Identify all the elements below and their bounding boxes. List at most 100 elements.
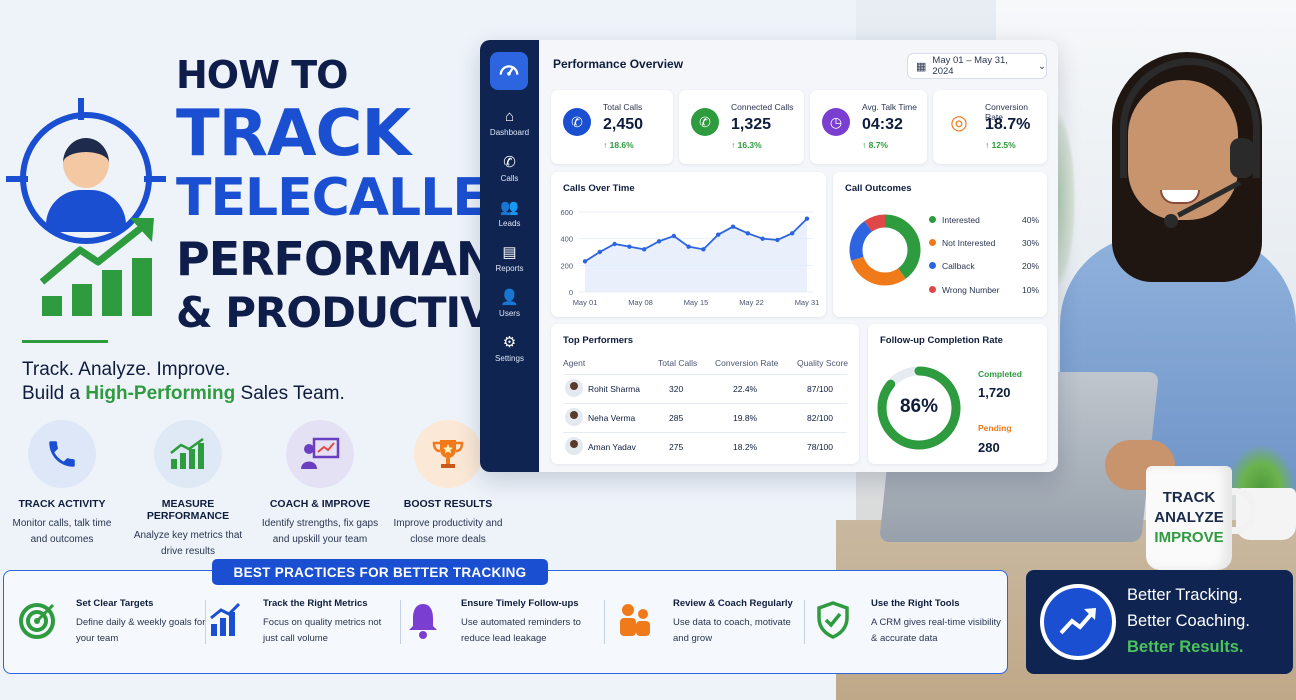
trophy-icon bbox=[414, 420, 482, 488]
date-range-value: May 01 – May 31, 2024 bbox=[932, 55, 1008, 77]
sidebar-item-settings[interactable]: ⚙ Settings bbox=[480, 333, 539, 363]
practice-title: Track the Right Metrics bbox=[263, 598, 368, 609]
data-point bbox=[790, 231, 795, 236]
sidebar-item-dashboard[interactable]: ⌂ Dashboard bbox=[480, 108, 539, 137]
top-performers-card: Top Performers Agent Total Calls Convers… bbox=[551, 324, 859, 464]
phone-icon: ✆ bbox=[563, 108, 591, 136]
trend-up-icon bbox=[1040, 584, 1116, 660]
line-area bbox=[585, 218, 807, 292]
feature-desc: Analyze key metrics that drive results bbox=[133, 530, 243, 557]
feature-boost-results: BOOST RESULTS Improve productivity and cl… bbox=[386, 420, 510, 548]
data-point bbox=[686, 244, 691, 249]
user-icon: 👤 bbox=[500, 289, 519, 306]
better-line-1: Better Tracking. bbox=[1127, 586, 1243, 604]
followup-percent: 86% bbox=[899, 396, 939, 417]
shield-check-icon bbox=[813, 600, 853, 640]
feature-measure-performance: MEASURE PERFORMANCE Analyze key metrics … bbox=[126, 420, 250, 560]
practice-desc: Define daily & weekly goals for your tea… bbox=[76, 617, 206, 644]
sidebar-item-calls[interactable]: ✆ Calls bbox=[480, 153, 539, 183]
donut-slice-callback bbox=[849, 214, 921, 286]
data-point bbox=[716, 232, 721, 237]
dashboard-main: Performance Overview ▦ May 01 – May 31, … bbox=[539, 40, 1058, 472]
home-icon: ⌂ bbox=[504, 108, 515, 125]
divider bbox=[604, 600, 605, 644]
best-practices-panel bbox=[3, 570, 1008, 674]
data-point bbox=[627, 244, 632, 249]
table-row[interactable]: Rohit Sharma 320 22.4% 87/100 bbox=[563, 374, 847, 403]
kpi-delta: ↑ 12.5% bbox=[985, 140, 1016, 150]
phone-icon bbox=[28, 420, 96, 488]
x-tick-label: May 01 bbox=[573, 298, 598, 307]
kpi-label: Connected Calls bbox=[731, 102, 794, 112]
legend-callback: Callback 20% bbox=[929, 261, 1039, 271]
target-icon bbox=[18, 600, 58, 640]
legend-wrong-number: Wrong Number 10% bbox=[929, 285, 1039, 295]
dashboard-title: Performance Overview bbox=[553, 57, 684, 71]
phone-icon: ✆ bbox=[503, 154, 516, 171]
avatar bbox=[565, 408, 583, 426]
chevron-down-icon: ⌄ bbox=[1038, 60, 1046, 72]
kpi-value: 04:32 bbox=[862, 116, 903, 133]
tagline: Track. Analyze. Improve. Build a High-Pe… bbox=[22, 358, 345, 406]
sidebar-item-reports[interactable]: ▤ Reports bbox=[480, 243, 539, 273]
kpi-connected-calls[interactable]: ✆ Connected Calls 1,325 ↑ 16.3% bbox=[679, 90, 804, 164]
x-tick-label: May 08 bbox=[628, 298, 653, 307]
divider bbox=[804, 600, 805, 644]
sidebar-item-leads[interactable]: 👥 Leads bbox=[480, 198, 539, 228]
better-results-box: Better Tracking. Better Coaching. Better… bbox=[1026, 570, 1293, 674]
sidebar-item-users[interactable]: 👤 Users bbox=[480, 288, 539, 318]
headset-earcup bbox=[1230, 138, 1254, 178]
best-practices-heading: BEST PRACTICES FOR BETTER TRACKING bbox=[212, 559, 548, 585]
dashboard-sidebar: ⌂ Dashboard ✆ Calls 👥 Leads ▤ Reports 👤 Users… bbox=[480, 40, 539, 472]
date-range-picker[interactable]: ▦ May 01 – May 31, 2024 ⌄ bbox=[907, 53, 1047, 79]
headset-icon bbox=[1120, 58, 1260, 178]
hero-illustration bbox=[6, 98, 166, 318]
divider bbox=[205, 600, 206, 644]
kpi-total-calls[interactable]: ✆ Total Calls 2,450 ↑ 18.6% bbox=[551, 90, 673, 164]
data-point bbox=[671, 233, 676, 239]
practice-title: Ensure Timely Follow-ups bbox=[461, 598, 579, 609]
col-conversion-rate: Conversion Rate bbox=[715, 358, 779, 368]
avatar bbox=[565, 379, 583, 397]
kpi-label: Total Calls bbox=[603, 102, 643, 112]
y-tick-label: 200 bbox=[560, 261, 573, 270]
practice-desc: Use automated reminders to reduce lead l… bbox=[461, 617, 581, 644]
feature-title: MEASURE PERFORMANCE bbox=[146, 498, 230, 522]
donut-slice-not-interested bbox=[849, 214, 921, 286]
headset-mic-tip bbox=[1164, 214, 1178, 228]
speedometer-icon[interactable] bbox=[490, 52, 528, 90]
col-quality-score: Quality Score bbox=[797, 358, 849, 368]
table-row[interactable]: Aman Yadav 275 18.2% 78/100 bbox=[563, 432, 847, 461]
feature-title: BOOST RESULTS bbox=[403, 498, 493, 510]
gear-icon: ⚙ bbox=[502, 334, 517, 351]
calendar-icon: ▦ bbox=[916, 60, 927, 73]
kpi-delta: ↑ 18.6% bbox=[603, 140, 634, 150]
mug-handle bbox=[1226, 488, 1256, 534]
phone-connected-icon: ✆ bbox=[691, 108, 719, 136]
users-icon: 👥 bbox=[500, 199, 519, 216]
chart-title: Follow-up Completion Rate bbox=[880, 335, 1003, 346]
kpi-label: Avg. Talk Time bbox=[862, 102, 917, 112]
calls-line-chart: 0 200 400 600 May 01 May 08 May 15 May 22 May 31 bbox=[560, 208, 819, 307]
tagline-post: Sales Team. bbox=[235, 383, 345, 404]
y-tick-label: 400 bbox=[560, 235, 573, 244]
kpi-conversion-rate[interactable]: ◎ Conversion Rate 18.7% ↑ 12.5% bbox=[933, 90, 1047, 164]
ring-completed bbox=[877, 366, 961, 450]
legend-interested: Interested 40% bbox=[929, 215, 1039, 225]
practice-title: Use the Right Tools bbox=[871, 598, 960, 609]
pending-value: 280 bbox=[978, 440, 1000, 455]
team-icon bbox=[615, 600, 655, 640]
calls-over-time-card: Calls Over Time 0 200 400 600 May 01 May 08 Ma… bbox=[551, 172, 826, 317]
clock-icon: ◷ bbox=[822, 108, 850, 136]
data-point bbox=[642, 247, 647, 252]
followup-card: Follow-up Completion Rate 86% Completed … bbox=[868, 324, 1047, 464]
agent-body-icon bbox=[46, 190, 126, 232]
table-row[interactable]: Neha Verma 285 19.8% 82/100 bbox=[563, 403, 847, 432]
col-total-calls: Total Calls bbox=[658, 358, 698, 368]
title-underline bbox=[22, 340, 108, 343]
practice-title: Set Clear Targets bbox=[76, 598, 154, 609]
growth-bars-icon bbox=[42, 258, 152, 316]
feature-list: TRACK ACTIVITY Monitor calls, talk time a… bbox=[0, 420, 502, 557]
x-tick-label: May 22 bbox=[739, 298, 764, 307]
kpi-avg-talk-time[interactable]: ◷ Avg. Talk Time 04:32 ↑ 8.7% bbox=[810, 90, 927, 164]
